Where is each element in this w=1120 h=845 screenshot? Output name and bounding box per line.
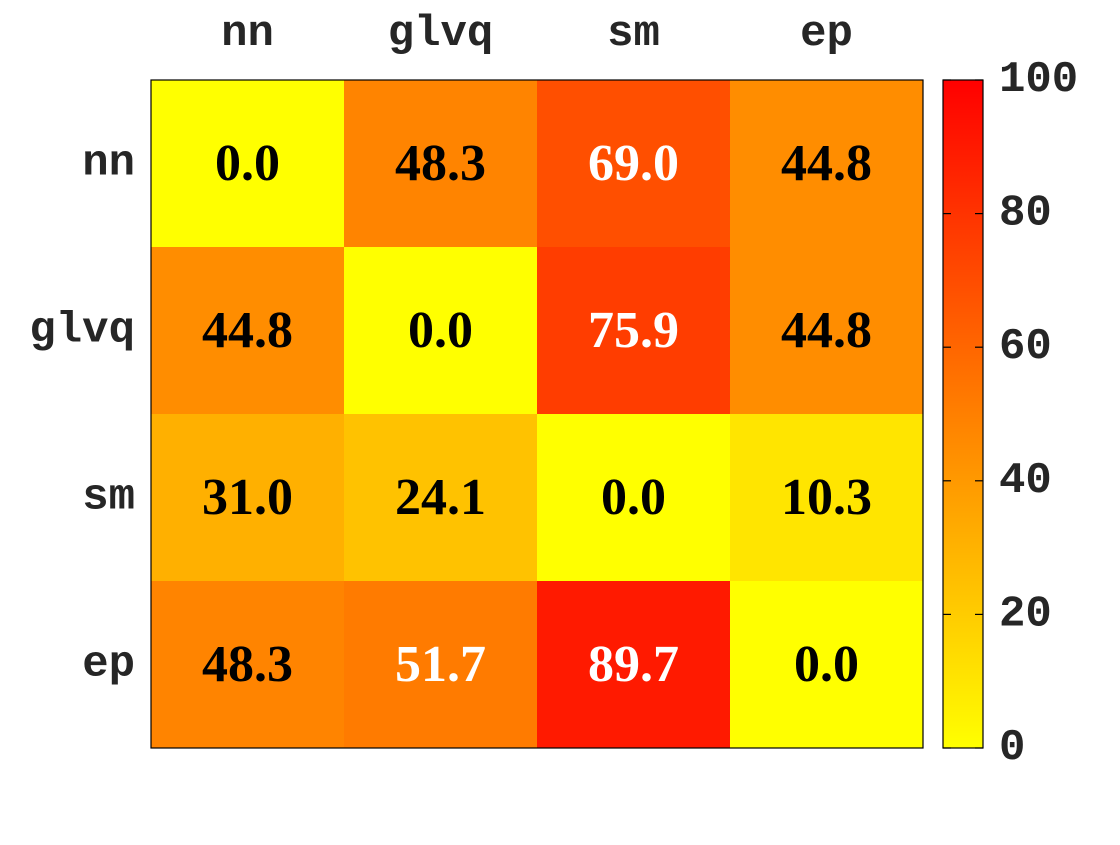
y-tick-label: sm (82, 473, 135, 523)
heatmap-cell (537, 80, 730, 247)
cell-value-label: 69.0 (588, 135, 679, 192)
cell-value-label: 89.7 (588, 636, 679, 693)
x-tick-label: sm (607, 9, 660, 59)
colorbar-tick-label: 60 (999, 322, 1052, 372)
heatmap-cell (730, 414, 923, 581)
y-tick-label: glvq (29, 306, 135, 356)
cell-value-label: 31.0 (202, 469, 293, 526)
y-tick-label: ep (82, 640, 135, 690)
cell-value-label: 0.0 (601, 469, 666, 526)
cell-value-label: 51.7 (395, 636, 486, 693)
colorbar-ticks: 0 20 40 60 80 100 (943, 55, 1078, 773)
colorbar-tick-label: 40 (999, 456, 1052, 506)
colorbar: 0 20 40 60 80 100 (942, 55, 1078, 773)
cell-value-label: 10.3 (781, 469, 872, 526)
cell-value-label: 75.9 (588, 302, 679, 359)
colorbar-tick-label: 20 (999, 589, 1052, 639)
heatmap-cell (151, 581, 344, 748)
heatmap-cell (730, 80, 923, 247)
x-axis-tick-labels: nn glvq sm ep (221, 9, 853, 59)
heatmap-cell (537, 581, 730, 748)
colorbar-gradient (942, 79, 984, 749)
cell-value-label: 0.0 (408, 302, 473, 359)
heatmap-cell (537, 414, 730, 581)
heatmap-cell (344, 414, 537, 581)
x-tick-label: glvq (388, 9, 494, 59)
heatmap-cell (344, 247, 537, 414)
colorbar-tick-label: 80 (999, 189, 1052, 239)
cell-value-label: 48.3 (395, 135, 486, 192)
heatmap-cell (730, 247, 923, 414)
cell-value-label: 24.1 (395, 469, 486, 526)
heatmap-cell (151, 247, 344, 414)
heatmap-cell (151, 80, 344, 247)
cell-value-label: 44.8 (781, 135, 872, 192)
heatmap-cell (537, 247, 730, 414)
y-tick-label: nn (82, 139, 135, 189)
colorbar-tick-label: 0 (999, 723, 1025, 773)
cell-value-label: 44.8 (202, 302, 293, 359)
cell-value-label: 48.3 (202, 636, 293, 693)
heatmap-cell (730, 581, 923, 748)
x-tick-label: nn (221, 9, 274, 59)
heatmap-cell (344, 80, 537, 247)
colorbar-tick-label: 100 (999, 55, 1078, 105)
heatmap-cell (344, 581, 537, 748)
cell-value-label: 0.0 (215, 135, 280, 192)
cell-value-label: 44.8 (781, 302, 872, 359)
heatmap-cells: 0.0 48.3 69.0 44.8 44.8 0.0 75.9 44.8 31.0 24.1 0.… (151, 80, 923, 748)
y-axis-tick-labels: nn glvq sm ep (29, 139, 135, 690)
heatmap-frame (150, 79, 924, 749)
x-tick-label: ep (800, 9, 853, 59)
heatmap-cell (151, 414, 344, 581)
cell-value-label: 0.0 (794, 636, 859, 693)
